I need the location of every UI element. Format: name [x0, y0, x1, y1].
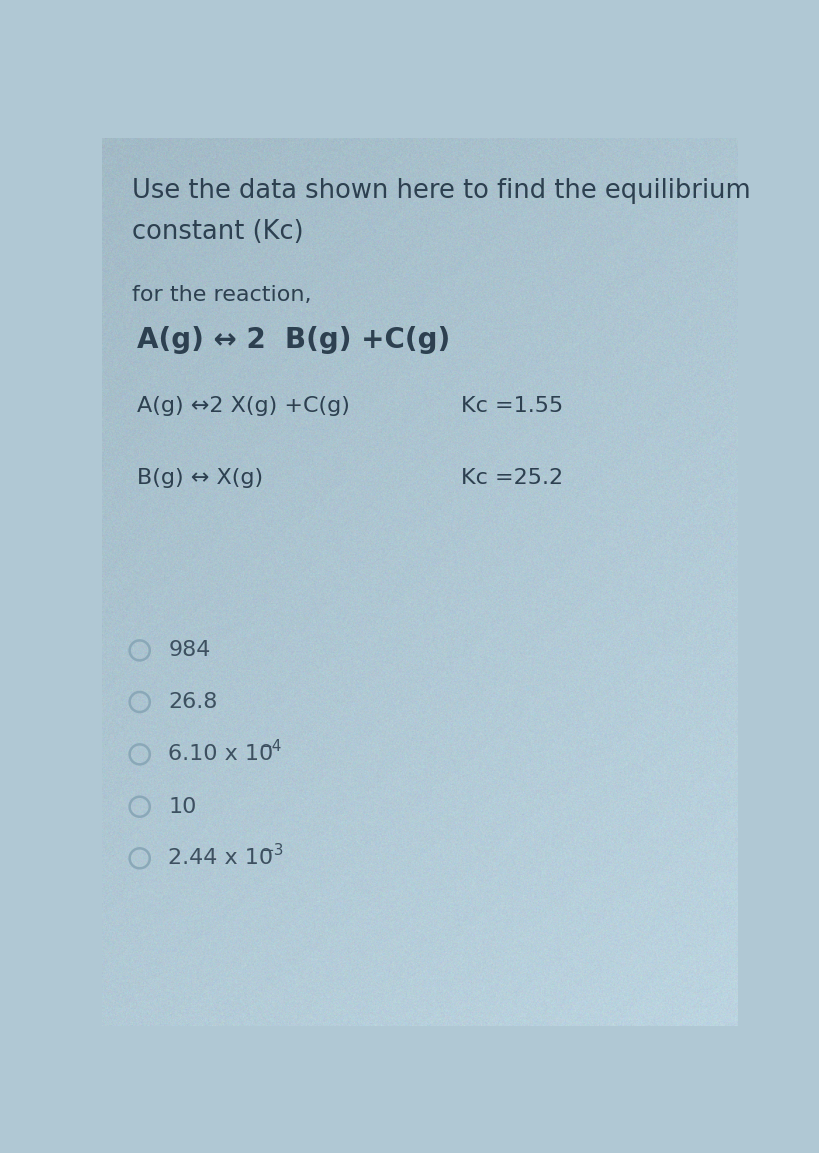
Text: B(g) ↔ X(g): B(g) ↔ X(g)	[138, 468, 263, 488]
Text: A(g) ↔2 X(g) +C(g): A(g) ↔2 X(g) +C(g)	[138, 397, 350, 416]
Text: constant (Kc): constant (Kc)	[132, 219, 303, 246]
Text: Use the data shown here to find the equilibrium: Use the data shown here to find the equi…	[132, 179, 749, 204]
Text: Kc =1.55: Kc =1.55	[460, 397, 562, 416]
Text: 6.10 x 10: 6.10 x 10	[168, 745, 274, 764]
Text: 984: 984	[168, 640, 210, 661]
Text: 2.44 x 10: 2.44 x 10	[168, 849, 274, 868]
Text: for the reaction,: for the reaction,	[132, 285, 311, 304]
Text: 10: 10	[168, 797, 197, 816]
Text: A(g) ↔ 2  B(g) +C(g): A(g) ↔ 2 B(g) +C(g)	[138, 326, 450, 354]
Text: −3: −3	[261, 843, 283, 858]
Text: Kc =25.2: Kc =25.2	[460, 468, 562, 488]
Text: 26.8: 26.8	[168, 692, 218, 713]
Text: −4: −4	[260, 739, 282, 754]
